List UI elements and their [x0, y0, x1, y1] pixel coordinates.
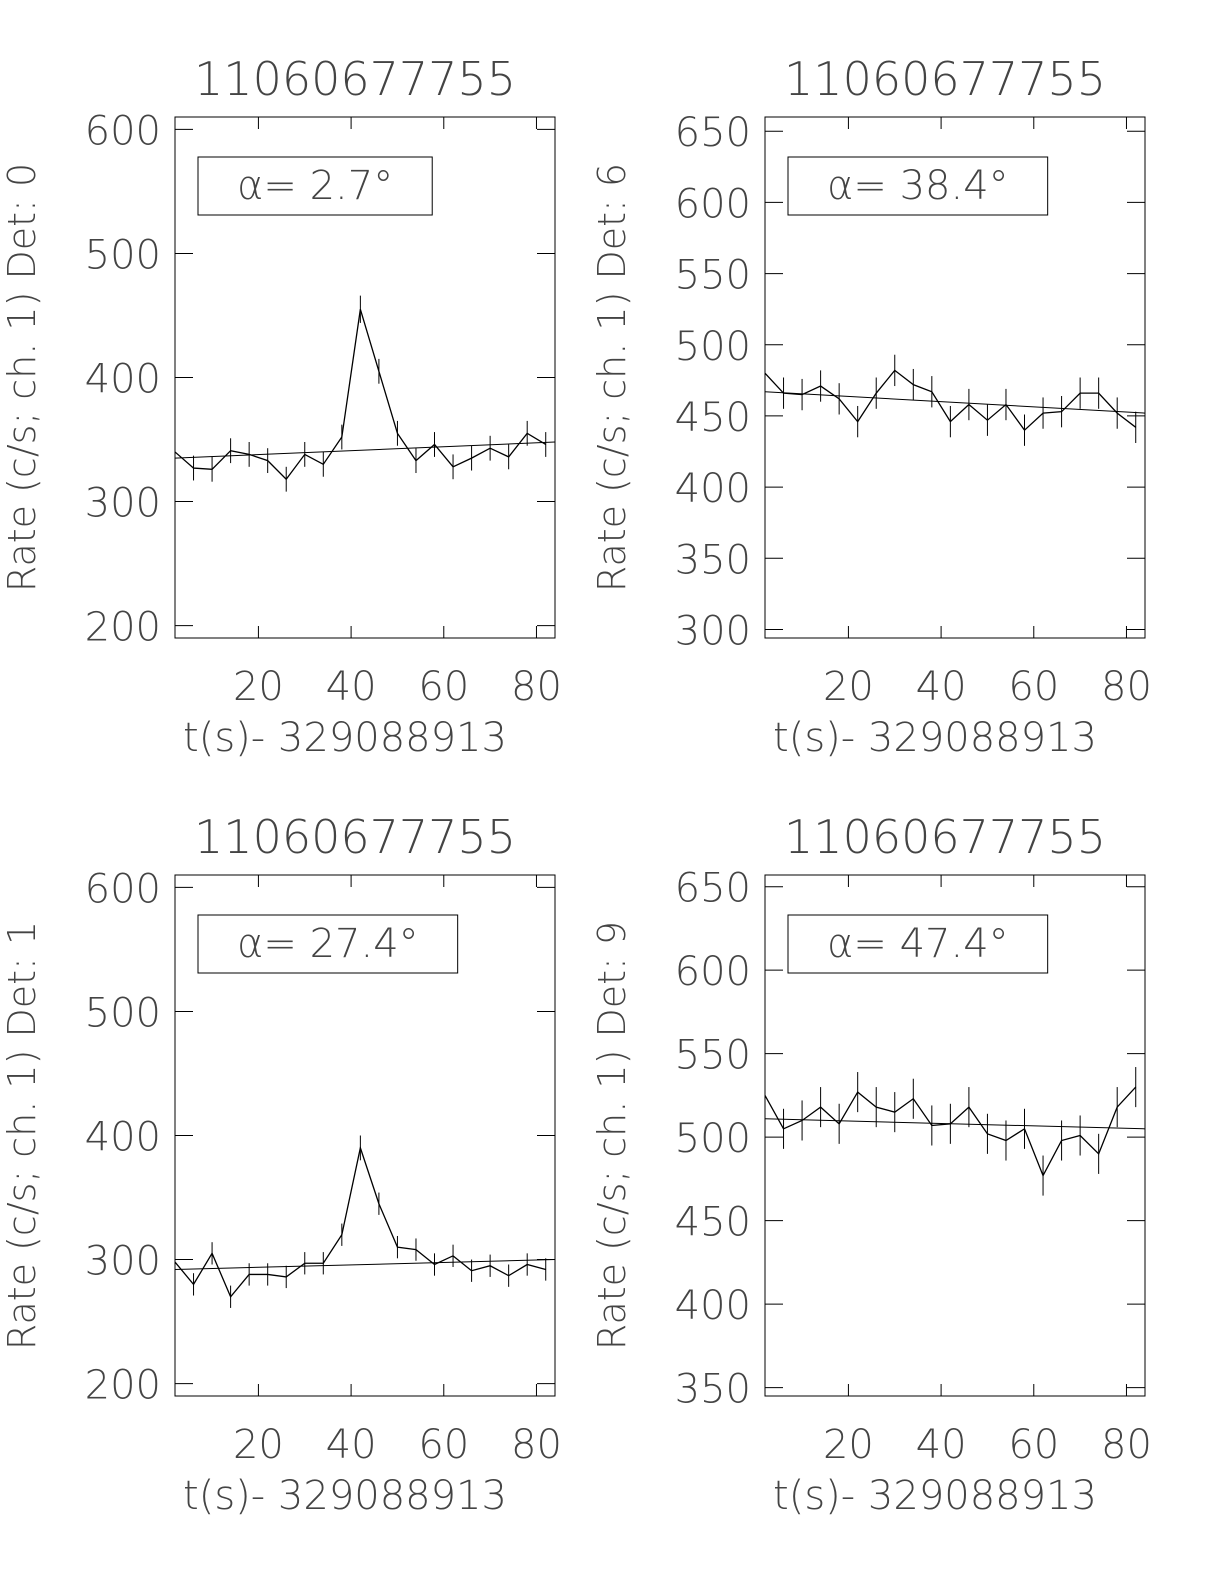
y-axis-label: Rate (c/s; ch. 1) Det: 6: [590, 163, 634, 592]
y-tick-label: 300: [85, 1239, 161, 1285]
y-axis-label: Rate (c/s; ch. 1) Det: 1: [0, 921, 44, 1350]
x-tick-label: 40: [326, 664, 377, 710]
y-tick-label: 200: [85, 605, 161, 651]
fit-line: [174, 441, 556, 459]
y-tick-label: 500: [675, 1116, 751, 1162]
chart-title: 11060677755: [784, 52, 1106, 106]
x-tick-label: 60: [1008, 1422, 1059, 1468]
annotation-box: [197, 156, 433, 216]
x-tick-label: 40: [916, 1422, 967, 1468]
y-tick-label: 300: [675, 608, 751, 654]
y-axis-label: Rate (c/s; ch. 1) Det: 0: [0, 163, 44, 592]
y-tick-label: 500: [85, 232, 161, 278]
x-tick-label: 20: [233, 1422, 284, 1468]
y-tick-label: 600: [675, 181, 751, 227]
fit-line: [174, 1259, 556, 1270]
x-tick-label: 60: [418, 664, 469, 710]
panel: 11060677755 20 40 60 80 300 350 400 450 500 550 600…: [590, 52, 1152, 761]
fit-line: [764, 1118, 1146, 1130]
panel: 11060677755 20 40 60 80 200 300 400 500 600 t(s)- …: [0, 52, 562, 761]
x-tick-label: 80: [1101, 664, 1152, 710]
y-tick-label: 550: [675, 1033, 751, 1079]
y-tick-label: 600: [85, 108, 161, 154]
y-tick-label: 450: [675, 1200, 751, 1246]
plot-frame: [764, 874, 1146, 1397]
y-tick-label: 350: [675, 537, 751, 583]
y-tick-label: 500: [675, 324, 751, 370]
y-tick-label: 200: [85, 1363, 161, 1409]
y-tick-label: 300: [85, 481, 161, 527]
x-axis-label: t(s)- 329088913: [773, 715, 1097, 761]
y-axis-label: Rate (c/s; ch. 1) Det: 9: [590, 921, 634, 1350]
x-tick-label: 60: [418, 1422, 469, 1468]
x-axis-label: t(s)- 329088913: [183, 1473, 507, 1519]
x-tick-label: 20: [823, 1422, 874, 1468]
y-tick-label: 400: [85, 1115, 161, 1161]
x-axis-label: t(s)- 329088913: [773, 1473, 1097, 1519]
x-tick-label: 20: [233, 664, 284, 710]
annotation: α= 27.4°: [237, 921, 419, 967]
x-tick-label: 40: [916, 664, 967, 710]
y-tick-label: 450: [675, 395, 751, 441]
panel: 11060677755 20 40 60 80 350 400 450 500 550 600 650…: [590, 810, 1152, 1519]
y-tick-label: 500: [85, 990, 161, 1036]
y-tick-label: 600: [675, 949, 751, 995]
x-axis-label: t(s)- 329088913: [183, 715, 507, 761]
annotation: α= 2.7°: [237, 163, 393, 209]
annotation: α= 47.4°: [827, 921, 1009, 967]
annotation: α= 38.4°: [827, 163, 1009, 209]
y-tick-label: 400: [675, 466, 751, 512]
annotation-box: [787, 156, 1049, 216]
panel: 11060677755 20 40 60 80 200 300 400 500 600 t(s)- …: [0, 810, 562, 1519]
x-tick-label: 80: [1101, 1422, 1152, 1468]
x-tick-label: 60: [1008, 664, 1059, 710]
y-tick-label: 550: [675, 253, 751, 299]
annotation-box: [787, 914, 1049, 974]
y-tick-label: 350: [675, 1367, 751, 1413]
chart-title: 11060677755: [784, 810, 1106, 864]
annotation-box: [197, 914, 459, 974]
y-tick-label: 650: [675, 110, 751, 156]
x-tick-label: 40: [326, 1422, 377, 1468]
chart-title: 11060677755: [194, 810, 516, 864]
x-tick-label: 80: [511, 664, 562, 710]
x-tick-label: 20: [823, 664, 874, 710]
y-tick-label: 650: [675, 866, 751, 912]
y-tick-label: 600: [85, 866, 161, 912]
chart-title: 11060677755: [194, 52, 516, 106]
fit-line: [764, 391, 1146, 414]
y-tick-label: 400: [85, 357, 161, 403]
y-tick-label: 400: [675, 1283, 751, 1329]
x-tick-label: 80: [511, 1422, 562, 1468]
